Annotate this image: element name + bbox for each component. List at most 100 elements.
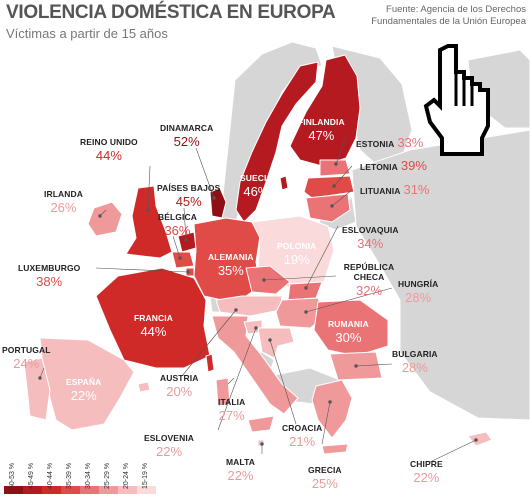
country-suecia <box>235 61 319 223</box>
label-lituania: LITUANIA 31% <box>360 182 430 198</box>
value-belgica: 36% <box>164 222 191 238</box>
name-estonia: ESTONIA <box>356 139 395 149</box>
value-malta: 22% <box>227 467 254 483</box>
legend-swatch <box>80 486 99 494</box>
value-reino-unido: 44% <box>95 147 122 163</box>
source-line-2: Fundamentales de la Unión Europea <box>371 16 526 27</box>
legend: 50-53 % 45-49 % 40-44 % 35-39 % 30-34 % 25-29… <box>4 436 162 498</box>
legend-label: 40-44 % <box>47 462 54 489</box>
page-title: VIOLENCIA DOMÉSTICA EN EUROPA <box>6 2 336 23</box>
label-portugal: PORTUGAL 24% <box>2 346 51 370</box>
country-lituania <box>305 193 351 223</box>
label-irlanda: IRLANDA 26% <box>44 190 83 214</box>
value-irlanda: 26% <box>50 199 77 215</box>
value-grecia: 25% <box>311 475 338 491</box>
label-rumania: RUMANIA 30% <box>328 320 369 344</box>
legend-swatch <box>137 486 156 494</box>
name-alemania: ALEMANIA <box>208 252 254 262</box>
island-sicily <box>247 415 275 433</box>
label-grecia: GRECIA 25% <box>308 466 342 490</box>
country-francia <box>95 267 211 369</box>
country-hungria <box>275 297 327 329</box>
eu-countries <box>23 54 493 447</box>
value-hungria: 28% <box>405 289 432 305</box>
label-croacia: CROACIA 21% <box>282 424 322 448</box>
name-malta: MALTA <box>226 457 255 467</box>
value-portugal: 24% <box>13 355 40 371</box>
source-note: Fuente: Agencia de los Derechos Fundamen… <box>371 4 526 28</box>
island-sardinia <box>215 377 231 407</box>
value-rumania: 30% <box>335 329 362 345</box>
name-republica-checa-text: REPÚBLICA CHECA <box>343 262 395 282</box>
label-polonia: POLONIA 19% <box>277 242 316 266</box>
name-bulgaria: BULGARIA <box>392 349 438 359</box>
country-reino-unido <box>125 185 173 259</box>
name-eslovenia: ESLOVENIA <box>144 433 195 443</box>
label-francia: FRANCIA 44% <box>134 314 173 338</box>
label-espana: ESPAÑA 22% <box>66 378 101 402</box>
label-letonia: LETONIA 39% <box>360 158 427 174</box>
value-francia: 44% <box>140 323 167 339</box>
label-eslovenia: ESLOVENIA 22% <box>144 434 194 458</box>
name-paises-bajos: PAÍSES BAJOS <box>157 183 221 193</box>
country-rumania <box>313 299 389 357</box>
value-republica-checa: 32% <box>355 283 383 298</box>
country-grecia <box>311 379 353 439</box>
legend-swatch <box>118 486 137 494</box>
label-bulgaria: BULGARIA 28% <box>392 350 438 374</box>
name-grecia: GRECIA <box>308 465 342 475</box>
islands <box>137 175 349 455</box>
value-polonia: 19% <box>283 251 310 267</box>
value-austria: 20% <box>166 383 193 399</box>
hand-pointer-icon <box>423 44 490 156</box>
value-estonia: 33% <box>397 135 424 150</box>
country-espana <box>39 337 135 431</box>
legend-label: 25-29 % <box>104 462 111 489</box>
legend-label: 20-24 % <box>123 462 130 489</box>
label-suecia: SUECIA 46% <box>240 174 273 198</box>
island-gotland <box>279 175 289 191</box>
legend-label: 30-34 % <box>85 462 92 489</box>
legend-swatch <box>99 486 118 494</box>
name-portugal: PORTUGAL <box>2 345 51 355</box>
legend-label: 45-49 % <box>28 462 35 489</box>
value-croacia: 21% <box>289 433 316 449</box>
island-corsica <box>205 353 215 373</box>
value-eslovenia: 22% <box>156 443 183 459</box>
country-italia <box>211 315 299 415</box>
label-alemania: ALEMANIA 35% <box>208 253 254 277</box>
name-espana: ESPAÑA <box>66 377 102 387</box>
name-reino-unido: REINO UNIDO <box>80 137 138 147</box>
legend-swatch <box>4 486 23 494</box>
island-baleares <box>137 381 151 393</box>
name-irlanda: IRLANDA <box>44 189 83 199</box>
value-espana: 22% <box>70 387 97 403</box>
value-lituania: 31% <box>403 182 430 197</box>
value-letonia: 39% <box>400 158 427 173</box>
value-alemania: 35% <box>217 262 244 278</box>
label-finlandia: FINLANDIA 47% <box>298 118 345 142</box>
value-paises-bajos: 45% <box>175 193 202 209</box>
source-line-1: Fuente: Agencia de los Derechos <box>386 4 526 15</box>
name-italia: ITALIA <box>218 397 246 407</box>
name-letonia: LETONIA <box>360 162 398 172</box>
name-luxemburgo: LUXEMBURGO <box>18 263 81 273</box>
country-portugal <box>23 357 51 421</box>
country-eslovaquia <box>287 281 323 301</box>
label-luxemburgo: LUXEMBURGO 38% <box>18 264 80 288</box>
label-estonia: ESTONIA 33% <box>356 135 423 151</box>
name-francia: FRANCIA <box>134 313 173 323</box>
value-chipre: 22% <box>413 469 440 485</box>
country-belgica <box>171 251 195 269</box>
value-bulgaria: 28% <box>401 359 428 375</box>
name-austria: AUSTRIA <box>160 373 199 383</box>
name-eslovaquia: ESLOVAQUIA <box>342 225 399 235</box>
label-paises-bajos: PAÍSES BAJOS 45% <box>157 184 220 208</box>
country-dinamarca <box>209 187 227 219</box>
country-croacia <box>257 327 295 359</box>
leader-lines <box>38 135 478 463</box>
legend-swatch <box>23 486 42 494</box>
name-lituania: LITUANIA <box>360 186 401 196</box>
